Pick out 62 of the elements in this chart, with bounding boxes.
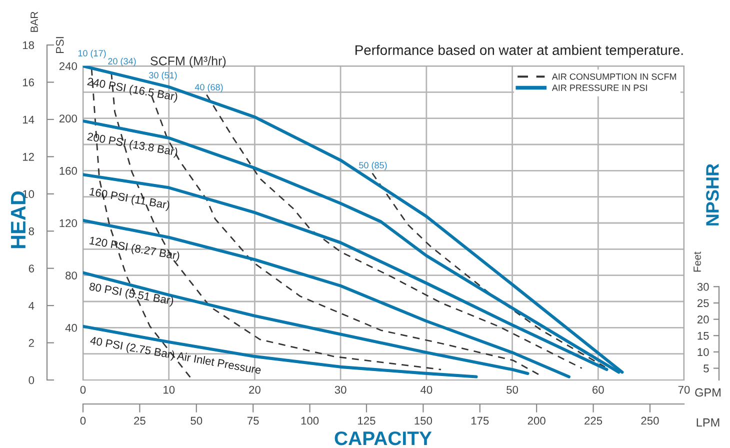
x2-tick-label: 250	[641, 416, 659, 425]
y3-tick-label: 4	[28, 302, 34, 310]
y2-tick-label: 5	[704, 364, 709, 372]
x2-tick-label: 200	[528, 416, 546, 425]
x2-tick-label: 225	[584, 416, 602, 425]
y3-tick-label: 18	[22, 41, 34, 50]
annotation: 30 (51)	[149, 72, 177, 80]
y-tick-label: 80	[66, 272, 78, 280]
y3-tick-label: 16	[22, 78, 34, 86]
chart-title: Performance based on water at ambient temperature.	[356, 44, 683, 58]
y2-tick-label: 25	[697, 299, 709, 308]
y2-tick-label: 15	[698, 332, 709, 340]
annotation: 160 PSI (11 Bar)	[89, 187, 170, 212]
text: NPSHR	[706, 164, 719, 226]
y2-axis-title: Feet	[694, 252, 701, 272]
x2-axis-title: LPM	[696, 418, 720, 427]
y3-axis-title: BAR	[30, 12, 38, 32]
y3-tick-label: 2	[28, 339, 34, 347]
x-tick-label: 0	[80, 386, 86, 394]
y3-tick-label: 12	[22, 152, 34, 161]
y-tick-label: 200	[59, 114, 78, 122]
x-tick-label: 60	[592, 386, 604, 394]
y-tick-label: 160	[60, 166, 78, 175]
x2-tick-label: 125	[358, 416, 376, 425]
x2-tick-label: 25	[134, 416, 146, 425]
y-tick-label: 40	[65, 324, 78, 332]
y3-tick-label: 6	[28, 264, 34, 272]
annotation: 120 PSI (8.27 Bar)	[89, 236, 180, 262]
x2-tick-label: 0	[80, 416, 86, 425]
x2-tick-label: 150	[414, 416, 432, 425]
x-axis-title: GPM	[695, 388, 720, 397]
x-tick-label: 30	[334, 386, 346, 394]
y2-tick-label: 10	[698, 348, 709, 356]
annotation: 80 PSI (5.51 Bar)	[88, 282, 174, 307]
y-tick-label: 240	[59, 62, 78, 70]
x-tick-label: 50	[506, 386, 518, 394]
x-tick-label: 20	[249, 386, 260, 394]
x2-tick-label: 175	[471, 416, 489, 425]
annotation: 50 (85)	[359, 162, 387, 170]
x-tick-label: 10	[164, 386, 175, 394]
x2-tick-label: 100	[301, 416, 319, 425]
annotation: 40 (68)	[194, 84, 223, 92]
y2-tick-label: 20	[697, 316, 709, 324]
y3-tick-label: 0	[28, 376, 34, 384]
y2-tick-label: 30	[697, 282, 709, 291]
annotation: SCFM (M³/hr)	[150, 56, 226, 68]
legend-label: AIR PRESSURE IN PSI	[552, 84, 647, 91]
text: 10 (17)	[78, 50, 106, 58]
x-tick-label: 40	[420, 386, 432, 394]
x-tick-label: 70	[678, 386, 690, 394]
annotation: 40 PSI (2.75 Bar) Air Inlet Pressure	[89, 336, 262, 376]
x2-tick-label: 50	[190, 416, 202, 425]
y-axis-title: PSI	[56, 37, 64, 54]
legend-label: AIR CONSUMPTION IN SCFM	[552, 73, 676, 80]
annotation: 20 (34)	[108, 58, 136, 66]
y3-tick-label: 14	[22, 116, 34, 124]
y-tick-label: 120	[60, 219, 78, 228]
text: HEAD	[11, 191, 26, 248]
text: CAPACITY	[334, 431, 432, 446]
x2-tick-label: 75	[247, 416, 259, 425]
annotation: 200 PSI (13.8 Bar)	[86, 132, 178, 158]
y3-tick-label: 8	[28, 227, 34, 236]
